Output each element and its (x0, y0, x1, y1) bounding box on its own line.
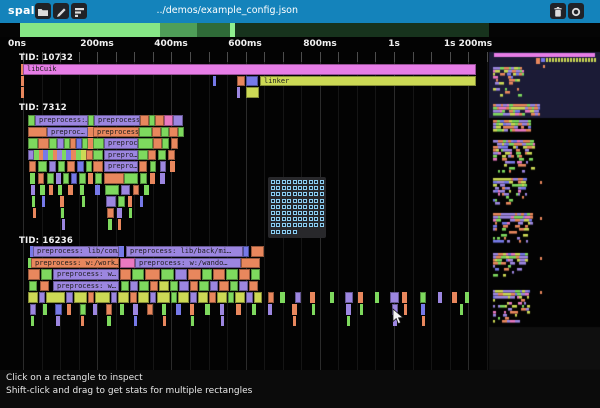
edit-button[interactable] (53, 3, 69, 19)
folder-open-icon (38, 2, 48, 21)
status-hint-2: Shift-click and drag to get stats for mu… (6, 386, 253, 396)
flame-chart-button[interactable] (71, 3, 87, 19)
trash-icon (554, 2, 562, 21)
settings-icon (571, 2, 581, 21)
open-file-button[interactable] (35, 3, 51, 19)
app-title: spall (8, 4, 39, 17)
status-hint-1: Click on a rectangle to inspect (6, 373, 143, 383)
file-path: ../demos/example_config.json (156, 5, 298, 16)
edit-icon (56, 2, 66, 21)
top-bar: spall ../demos/example_config.json (0, 0, 600, 23)
settings-button[interactable] (568, 3, 584, 19)
trash-button[interactable] (550, 3, 566, 19)
status-bar: Click on a rectangle to inspect Shift-cl… (0, 370, 600, 408)
flame-chart-icon (74, 2, 84, 21)
mouse-cursor (392, 308, 404, 329)
